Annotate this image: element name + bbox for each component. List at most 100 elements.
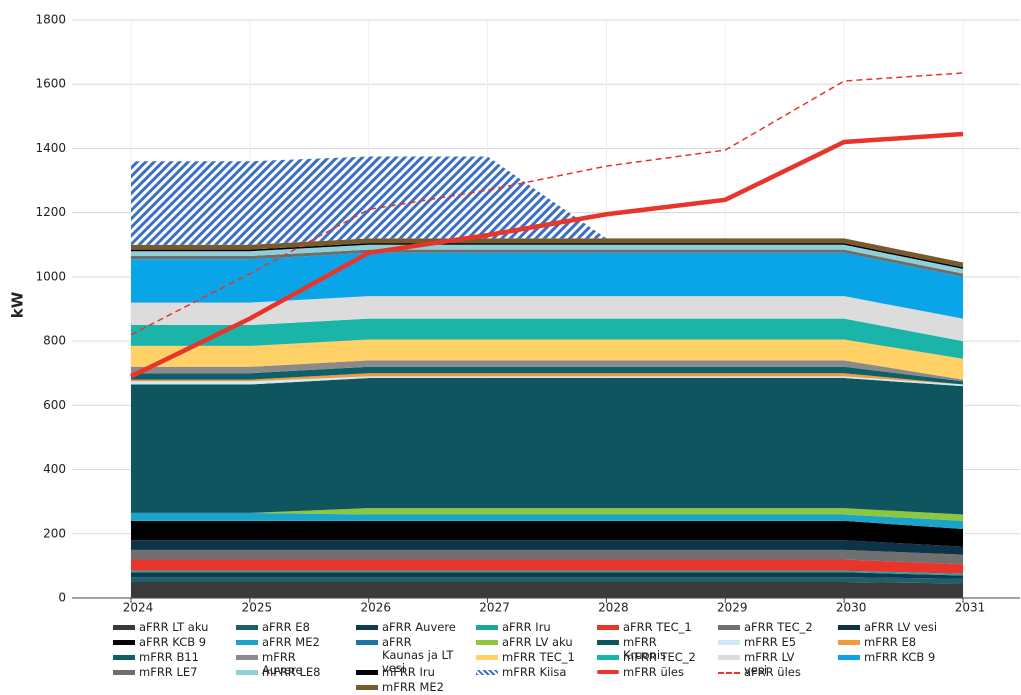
- area: [131, 376, 963, 387]
- y-tick-label: 1000: [35, 269, 66, 283]
- legend-item: aFRR Kaunas ja LT vesi: [356, 636, 456, 675]
- area: [131, 318, 963, 359]
- area: [131, 559, 963, 574]
- area: [131, 360, 963, 382]
- legend-swatch: [718, 672, 740, 674]
- area: [131, 156, 963, 263]
- legend-item: aFRR Iru: [476, 621, 576, 634]
- legend-swatch: [356, 625, 378, 630]
- legend-swatch: [838, 640, 860, 645]
- legend-item: mFRR TEC_1: [476, 651, 576, 664]
- y-tick-label: 200: [43, 526, 66, 540]
- legend-swatch: [476, 625, 498, 630]
- x-tick-label: 2024: [123, 601, 154, 615]
- legend-swatch: [597, 625, 619, 630]
- legend-item: mFRR KCB 9: [838, 651, 938, 664]
- legend-item: aFRR TEC_1: [597, 621, 697, 634]
- legend-item: aFRR E8: [236, 621, 336, 634]
- legend-item: mFRR B11: [113, 651, 213, 664]
- area: [131, 520, 963, 547]
- legend-label: aFRR KCB 9: [139, 635, 207, 649]
- legend-swatch: [718, 640, 740, 645]
- y-axis-label: kW: [9, 291, 27, 318]
- legend-label: mFRR LE8: [262, 665, 321, 679]
- area: [131, 570, 963, 576]
- x-tick-label: 2026: [360, 601, 391, 615]
- legend-label: aFRR Auvere: [382, 620, 456, 634]
- legend-swatch: [476, 655, 498, 660]
- legend-item: aFRR KCB 9: [113, 636, 213, 649]
- legend-swatch: [838, 655, 860, 660]
- area: [131, 540, 963, 555]
- legend-swatch: [597, 640, 619, 645]
- legend-swatch: [236, 670, 258, 675]
- legend-label: mFRR üles: [623, 665, 685, 679]
- legend-label: aFRR Iru: [502, 620, 551, 634]
- y-tick-label: 1400: [35, 141, 66, 155]
- legend-item: mFRR LV vesi: [718, 651, 818, 677]
- line: [130, 131, 964, 379]
- y-tick-label: 600: [43, 398, 66, 412]
- legend-swatch: [236, 655, 258, 660]
- area: [131, 378, 963, 515]
- legend-item: mFRR ME2: [356, 681, 456, 694]
- chart: kW 0 200 400 600 800 1000 1200 1400 1600 1800 2024…: [9, 13, 1020, 615]
- y-tick-label: 800: [43, 334, 66, 348]
- x-tick-label: 2027: [479, 601, 510, 615]
- area: [131, 577, 963, 584]
- area: [131, 512, 963, 529]
- legend-label: mFRR Iru: [382, 665, 435, 679]
- legend-item: mFRR Kiisa: [476, 666, 576, 679]
- x-tick-label: 2029: [717, 601, 748, 615]
- legend-swatch: [476, 670, 498, 675]
- legend-item: aFRR ME2: [236, 636, 336, 649]
- legend-item: aFRR LV vesi: [838, 621, 938, 634]
- legend-item: mFRR E8: [838, 636, 938, 649]
- x-tick-label: 2025: [242, 601, 273, 615]
- legend-label: mFRR E8: [864, 635, 917, 649]
- legend-label: aFRR üles: [744, 665, 801, 679]
- legend-swatch: [236, 640, 258, 645]
- legend-label: mFRR LV vesi: [744, 650, 795, 677]
- legend-swatch: [838, 625, 860, 630]
- legend-item: aFRR LT aku: [113, 621, 213, 634]
- legend-swatch: [597, 670, 619, 674]
- legend-label: aFRR E8: [262, 620, 310, 634]
- legend-label: aFRR Kaunas ja LT vesi: [382, 635, 454, 675]
- legend-label: mFRR Kruonis: [623, 635, 667, 662]
- legend-item: aFRR üles: [718, 666, 818, 679]
- legend-label: mFRR Kiisa: [502, 665, 567, 679]
- legend-swatch: [113, 640, 135, 645]
- legend-item: mFRR üles: [597, 666, 697, 679]
- legend-label: mFRR KCB 9: [864, 650, 936, 664]
- legend-item: mFRR Iru: [356, 666, 456, 679]
- legend-item: mFRR E5: [718, 636, 818, 649]
- line: [130, 72, 964, 336]
- legend-item: mFRR LE7: [113, 666, 213, 679]
- area: [131, 373, 963, 385]
- area: [131, 572, 963, 579]
- legend-swatch: [113, 655, 135, 660]
- legend-label: aFRR ME2: [262, 635, 320, 649]
- legend-label: aFRR LV aku: [502, 635, 573, 649]
- y-tick-label: 1800: [35, 13, 66, 27]
- legend-swatch: [718, 655, 740, 660]
- y-tick-label: 1600: [35, 77, 66, 91]
- legend-label: mFRR B11: [139, 650, 199, 664]
- legend-item: mFRR LE8: [236, 666, 336, 679]
- legend-item: mFRR Auvere: [236, 651, 336, 677]
- legend-label: mFRR ME2: [382, 680, 444, 694]
- legend-label: aFRR TEC_2: [744, 620, 813, 634]
- legend-swatch: [113, 625, 135, 630]
- legend-swatch: [476, 640, 498, 645]
- y-tick-label: 0: [58, 591, 66, 605]
- legend-item: aFRR TEC_2: [718, 621, 818, 634]
- legend-label: mFRR E5: [744, 635, 797, 649]
- x-tick-label: 2030: [836, 601, 867, 615]
- area: [131, 296, 963, 342]
- legend-label: mFRR LE7: [139, 665, 198, 679]
- legend-item: aFRR LV aku: [476, 636, 576, 649]
- legend-label: aFRR TEC_1: [623, 620, 692, 634]
- x-tick-label: 2031: [955, 601, 986, 615]
